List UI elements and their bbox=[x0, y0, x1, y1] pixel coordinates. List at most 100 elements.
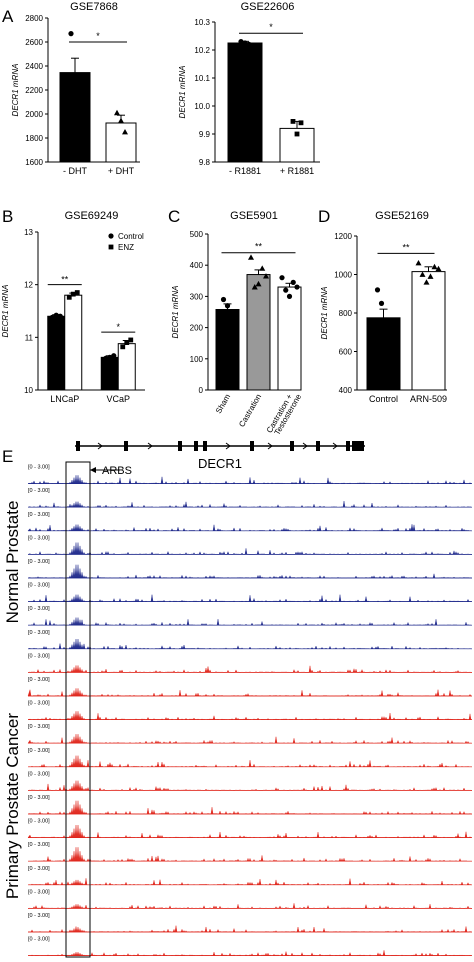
gene-exon bbox=[316, 441, 320, 451]
data-point bbox=[242, 40, 248, 46]
y-tick-label: 600 bbox=[339, 348, 353, 357]
track-range-label: [0 - 3.00] bbox=[28, 889, 50, 895]
signal-track: [0 - 3.00] bbox=[27, 889, 472, 910]
data-point bbox=[76, 88, 82, 94]
data-point bbox=[107, 354, 113, 360]
significance-label: ** bbox=[61, 275, 69, 285]
arbs-box bbox=[65, 461, 91, 958]
data-point bbox=[427, 273, 434, 279]
y-tick-label: 2800 bbox=[25, 14, 43, 23]
track-range-label: [0 - 3.00] bbox=[28, 630, 50, 636]
data-point bbox=[53, 312, 59, 318]
data-point bbox=[415, 259, 422, 266]
chart-a2: GSE22606 DECR1 mRNA 9.8 9.9 10.0 10.1 10.2 10.3… bbox=[178, 1, 320, 176]
track-range-label: [0 - 3.00] bbox=[28, 559, 50, 565]
data-point bbox=[419, 271, 426, 277]
track-signal bbox=[27, 903, 472, 910]
data-point bbox=[374, 287, 381, 293]
track-range-label: [0 - 3.00] bbox=[28, 512, 50, 518]
y-tick-label: 2400 bbox=[25, 62, 43, 71]
genome-track-panel: DECR1 ARBS [0 - 3.00][0 - 3.00][0 - 3.00… bbox=[3, 441, 472, 958]
significance-label: * bbox=[116, 322, 120, 332]
signal-track: [0 - 3.00] bbox=[27, 937, 472, 957]
x-tick-label: + R1881 bbox=[280, 166, 314, 176]
y-tick-label: 800 bbox=[339, 309, 353, 318]
gene-strand-arrow bbox=[225, 442, 231, 450]
significance-label: ** bbox=[402, 242, 410, 252]
bar bbox=[105, 122, 137, 163]
legend-label: Control bbox=[118, 232, 144, 241]
y-tick-label: 1800 bbox=[25, 134, 43, 143]
data-point bbox=[251, 284, 258, 290]
track-signal bbox=[27, 878, 472, 886]
y-tick-label: 13 bbox=[24, 228, 33, 237]
bar bbox=[227, 42, 263, 163]
signal-track: [0 - 3.00] bbox=[27, 724, 472, 744]
track-signal bbox=[27, 475, 472, 485]
data-point bbox=[382, 329, 389, 335]
data-point bbox=[246, 41, 252, 48]
data-point bbox=[68, 30, 74, 37]
chart-c: GSE5901 DECR1 mRNA 0 100 200 300 400 500 Sham Cas… bbox=[171, 210, 304, 437]
data-point bbox=[122, 129, 128, 135]
data-point bbox=[66, 294, 72, 300]
track-signal bbox=[27, 925, 472, 933]
signal-track: [0 - 3.00] bbox=[27, 465, 472, 485]
legend-label: ENZ bbox=[118, 243, 134, 252]
gene-strand-arrow bbox=[302, 442, 308, 450]
y-tick-label: 2000 bbox=[25, 110, 43, 119]
y-tick-label: 10 bbox=[24, 386, 33, 395]
data-point bbox=[259, 265, 266, 271]
chart-title: GSE69249 bbox=[65, 210, 119, 222]
track-signal bbox=[27, 638, 472, 650]
chart-title: GSE5901 bbox=[230, 210, 278, 222]
chart-title: GSE52169 bbox=[375, 210, 429, 222]
panel-letter-b: B bbox=[2, 207, 13, 226]
data-point bbox=[57, 313, 63, 319]
gene-exon bbox=[203, 441, 207, 451]
x-tick-label: - R1881 bbox=[229, 166, 261, 176]
y-tick-label: 10.2 bbox=[194, 46, 210, 55]
group-label-primary-prostate-cancer: Primary Prostate Cancer bbox=[3, 713, 22, 899]
data-point bbox=[120, 344, 126, 350]
gene-exon bbox=[346, 441, 350, 451]
data-point bbox=[111, 353, 117, 359]
y-tick-label: 10.0 bbox=[194, 102, 210, 111]
data-point bbox=[248, 254, 254, 260]
gene-exon-utr bbox=[352, 441, 364, 451]
bar bbox=[59, 72, 91, 163]
bar bbox=[277, 286, 302, 391]
gene-strand-arrow bbox=[332, 442, 338, 450]
track-range-label: [0 - 3.00] bbox=[28, 488, 50, 494]
y-tick-label: 1600 bbox=[25, 158, 43, 167]
track-range-label: [0 - 3.00] bbox=[28, 535, 50, 541]
track-range-label: [0 - 3.00] bbox=[28, 583, 50, 589]
chart-d: GSE52169 DECR1 mRNA 400 600 800 1000 1200 Contr… bbox=[320, 210, 447, 404]
gene-exon bbox=[76, 441, 80, 451]
track-signal bbox=[27, 800, 472, 815]
track-range-label: [0 - 3.00] bbox=[28, 701, 50, 707]
y-tick-label: 10.1 bbox=[194, 74, 210, 83]
bar bbox=[117, 343, 136, 391]
signal-track: [0 - 3.00] bbox=[27, 795, 472, 815]
track-signal bbox=[27, 755, 472, 768]
bar bbox=[366, 317, 401, 391]
data-point bbox=[431, 263, 438, 270]
track-signal bbox=[27, 500, 472, 508]
bar bbox=[64, 294, 83, 391]
y-tick-label: 10.3 bbox=[194, 18, 210, 27]
bar bbox=[411, 271, 446, 391]
signal-track: [0 - 3.00] bbox=[27, 819, 472, 839]
data-point bbox=[128, 337, 134, 343]
data-point bbox=[279, 275, 285, 281]
track-range-label: [0 - 3.00] bbox=[28, 606, 50, 612]
signal-track: [0 - 3.00] bbox=[27, 842, 472, 862]
y-axis-label: DECR1 mRNA bbox=[320, 287, 329, 340]
signal-track: [0 - 3.00] bbox=[27, 606, 472, 626]
significance-label: * bbox=[269, 22, 273, 32]
data-point bbox=[378, 300, 385, 306]
data-point bbox=[386, 341, 393, 347]
x-tick-label: LNCaP bbox=[50, 394, 79, 404]
track-range-label: [0 - 3.00] bbox=[28, 866, 50, 872]
